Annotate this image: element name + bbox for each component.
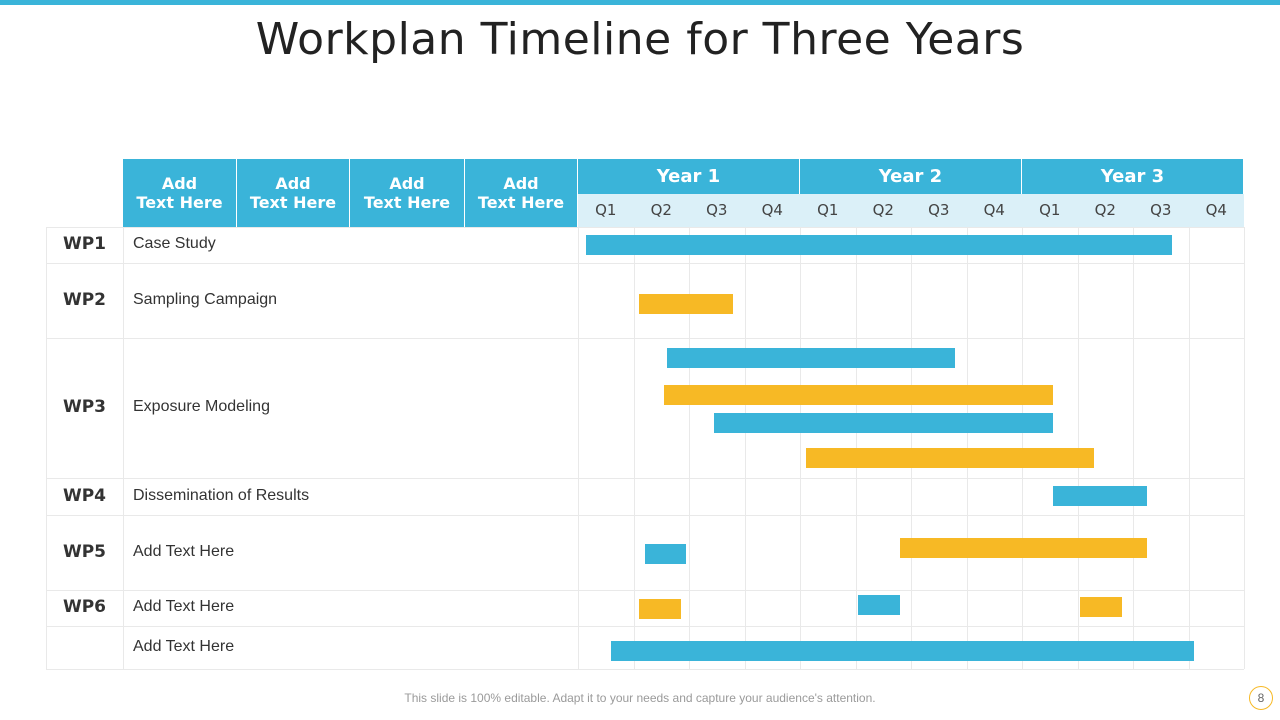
quarter-header: Q1 xyxy=(1022,194,1078,227)
quarter-gridline xyxy=(800,227,801,669)
gantt-bar xyxy=(639,294,734,314)
quarter-header: Q1 xyxy=(578,194,634,227)
column-divider xyxy=(578,227,579,669)
year-header: Year 3 xyxy=(1022,159,1244,194)
task-label: Add Text Here xyxy=(133,637,235,655)
row-divider xyxy=(46,515,1244,516)
quarter-gridline xyxy=(633,227,635,669)
task-label: Add Text Here xyxy=(133,598,235,615)
column-divider xyxy=(123,227,124,669)
gantt-bar xyxy=(805,448,1095,468)
quarter-gridline xyxy=(1188,227,1190,669)
row-divider xyxy=(46,338,1244,339)
footer-note: This slide is 100% editable. Adapt it to… xyxy=(404,691,876,705)
quarter-gridline xyxy=(1244,227,1245,669)
wp-label: WP4 xyxy=(62,485,107,506)
wp-label: WP3 xyxy=(62,397,107,417)
task-label: Sampling Campaign xyxy=(133,290,278,308)
page-number: 8 xyxy=(1249,686,1273,710)
gantt-bar xyxy=(644,544,687,564)
wp-label: WP2 xyxy=(62,289,107,310)
row-divider xyxy=(46,669,1244,670)
wp-label: WP1 xyxy=(62,234,107,254)
header-cell-label: Add Text Here xyxy=(249,174,337,212)
row-divider xyxy=(46,590,1244,591)
year-header: Year 2 xyxy=(800,159,1022,194)
quarter-header: Q2 xyxy=(1077,194,1133,227)
row-divider xyxy=(46,263,1244,264)
header-cell: Add Text Here xyxy=(237,159,350,227)
task-label: Exposure Modeling xyxy=(133,398,270,415)
wp-label: WP6 xyxy=(62,597,107,617)
top-accent-bar xyxy=(0,0,1280,5)
quarter-header: Q3 xyxy=(1133,194,1189,227)
quarter-header: Q2 xyxy=(633,194,689,227)
gantt-bar xyxy=(1080,597,1122,617)
quarter-header: Q1 xyxy=(800,194,856,227)
header-cell: Add Text Here xyxy=(350,159,465,227)
slide-title: Workplan Timeline for Three Years xyxy=(255,14,1025,65)
quarter-gridline xyxy=(1133,227,1134,669)
row-divider xyxy=(46,227,1244,228)
column-divider xyxy=(46,227,47,669)
quarter-gridline xyxy=(689,227,690,669)
quarter-header: Q4 xyxy=(1188,194,1244,227)
gantt-bar xyxy=(586,235,1172,255)
quarter-header: Q2 xyxy=(855,194,911,227)
gantt-bar xyxy=(713,413,1053,433)
quarter-header: Q4 xyxy=(744,194,800,227)
gantt-bar xyxy=(899,538,1147,558)
header-cell-label: Add Text Here xyxy=(477,174,565,212)
header-cell-label: Add Text Here xyxy=(363,174,451,212)
gantt-bar xyxy=(858,595,900,615)
quarter-header: Q3 xyxy=(911,194,967,227)
gantt-bar xyxy=(639,599,681,619)
quarter-header: Q4 xyxy=(966,194,1022,227)
header-cell: Add Text Here xyxy=(465,159,578,227)
quarter-gridline xyxy=(744,227,746,669)
gantt-bar xyxy=(666,348,956,368)
row-divider xyxy=(46,626,1244,627)
gantt-bar xyxy=(1052,486,1147,506)
header-cell: Add Text Here xyxy=(123,159,237,227)
task-label: Add Text Here xyxy=(133,542,235,560)
task-label: Dissemination of Results xyxy=(133,486,310,504)
wp-label: WP5 xyxy=(62,541,107,562)
year-header: Year 1 xyxy=(578,159,800,194)
gantt-bar xyxy=(664,385,1053,405)
gantt-bar xyxy=(611,641,1195,661)
header-cell-label: Add Text Here xyxy=(136,174,223,212)
quarter-header: Q3 xyxy=(689,194,745,227)
row-divider xyxy=(46,478,1244,479)
task-label: Case Study xyxy=(133,235,216,252)
